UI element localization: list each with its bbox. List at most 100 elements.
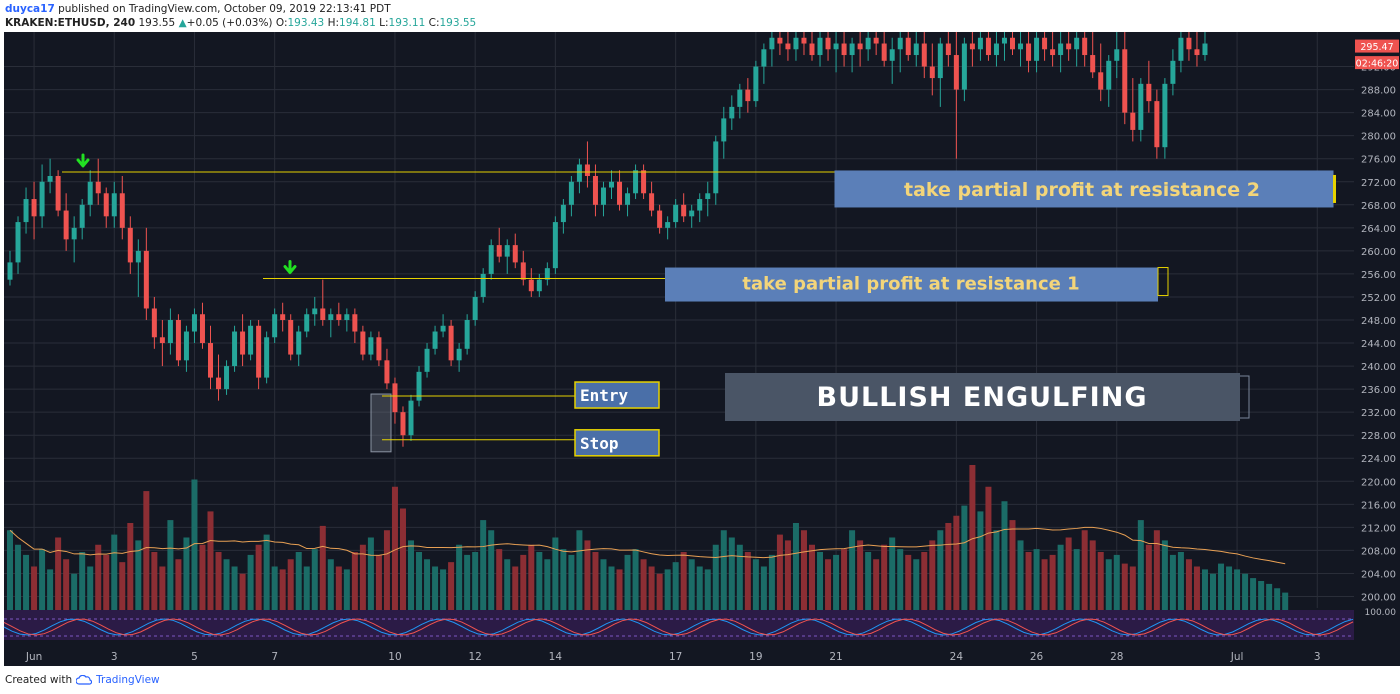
volume-bar [1137, 520, 1144, 610]
pattern-callout[interactable] [725, 373, 1240, 421]
price-tick-label: 200.00 [1361, 592, 1396, 603]
entry-callout[interactable] [574, 381, 660, 409]
volume-bar [143, 491, 150, 610]
time-tick-label: 19 [749, 651, 762, 663]
candle [512, 233, 518, 269]
candle [609, 170, 614, 200]
volume-bar [760, 566, 767, 610]
candle [937, 37, 943, 107]
stop-callout[interactable] [574, 429, 660, 457]
cloud-icon [76, 675, 93, 685]
symbol-label: KRAKEN:ETHUSD, 240 [5, 17, 136, 29]
time-tick-label: 17 [669, 651, 682, 663]
resistance-1-callout[interactable] [665, 267, 1158, 302]
candle [464, 314, 470, 355]
tradingview-brand[interactable]: TradingView [96, 674, 160, 686]
candle [1138, 78, 1144, 142]
price-tick-label: 252.00 [1361, 293, 1396, 304]
volume-bar [576, 530, 583, 610]
candle [504, 239, 510, 274]
volume-bar [712, 544, 719, 610]
volume-bar [1274, 588, 1281, 610]
volume-bar [921, 552, 928, 610]
candle [600, 181, 606, 217]
time-axis[interactable]: Jun 3 5 7 10 12 14 17 19 21 24 26 28 Jul 3 [25, 651, 1321, 663]
price-tag [1355, 56, 1399, 70]
volume-bar [624, 554, 631, 610]
up-triangle-icon: ▲ [178, 17, 187, 29]
volume-bar [616, 569, 623, 610]
volume-bar [937, 530, 944, 610]
volume-bar [528, 544, 535, 610]
price-chart[interactable]: 100.00 200.00 204.00 208.00 212.00 216.00 220… [0, 32, 1400, 674]
volume-bar [287, 559, 294, 610]
candle [841, 32, 847, 67]
volume-bar [825, 559, 832, 610]
candle [953, 32, 959, 159]
volume-bar [111, 534, 118, 610]
author-name[interactable]: duyca17 [5, 3, 55, 15]
volume-bar [1169, 554, 1176, 610]
annotation-layer: take partial profit at resistance 2 take… [62, 153, 1336, 457]
engulfing-highlight-box [370, 393, 392, 453]
price-tick-label: 244.00 [1361, 339, 1396, 350]
volume-bar [1266, 583, 1273, 610]
candle [87, 170, 93, 217]
volume-bar [223, 559, 230, 610]
candle [135, 239, 141, 297]
volume-bar [343, 569, 350, 610]
volume-bar [1153, 530, 1160, 610]
candle [961, 37, 967, 102]
candle [376, 331, 382, 367]
candle [785, 32, 791, 61]
time-tick-label: 28 [1110, 651, 1123, 663]
candle [769, 32, 775, 67]
volume-bar [768, 554, 775, 610]
volume-bar [119, 562, 126, 610]
volume-bar [536, 552, 543, 610]
volume-bar [63, 559, 70, 610]
candle [328, 308, 334, 338]
candle [977, 32, 983, 61]
volume-bar [15, 544, 22, 610]
volume-bar [71, 573, 78, 610]
candle [23, 187, 29, 234]
low-value: 193.11 [388, 17, 426, 29]
candle [576, 158, 582, 194]
volume-bar [841, 549, 848, 610]
volume-bar [1105, 559, 1112, 610]
volume-bar [167, 520, 174, 610]
created-with-text: Created with [5, 674, 73, 686]
candle [392, 377, 398, 424]
volume-bar [568, 554, 575, 610]
volume-bar [1033, 549, 1040, 610]
price-axis[interactable]: 200.00 204.00 208.00 212.00 216.00 220.00 224.… [1361, 63, 1396, 604]
volume-bar [1145, 544, 1152, 610]
volume-bar [817, 552, 824, 610]
candle [945, 32, 951, 67]
volume-bar [488, 530, 495, 610]
published-text: published on TradingView.com, October 09… [58, 3, 391, 15]
volume-bar [183, 537, 190, 610]
volume-bar [416, 552, 423, 610]
resistance-1-label: take partial profit at resistance 1 [742, 274, 1079, 295]
candle [897, 32, 903, 73]
volume-bar [784, 540, 791, 610]
candle [560, 199, 566, 234]
resistance-2-callout[interactable] [834, 170, 1334, 208]
candle [424, 343, 430, 378]
volume-bar [552, 537, 559, 610]
candle [777, 32, 783, 56]
volume-bar [319, 525, 326, 610]
resistance-1-callout-border [1157, 267, 1169, 297]
candle [617, 170, 623, 211]
volume-bar [1282, 592, 1289, 610]
price-tick-label: 268.00 [1361, 201, 1396, 212]
time-tick-label: 7 [271, 651, 278, 663]
candle [31, 181, 37, 240]
candle [993, 32, 999, 67]
candle [472, 291, 478, 326]
volume-bar [752, 559, 759, 610]
volume-bar [1250, 578, 1257, 610]
pattern-label: BULLISH ENGULFING [817, 382, 1148, 413]
